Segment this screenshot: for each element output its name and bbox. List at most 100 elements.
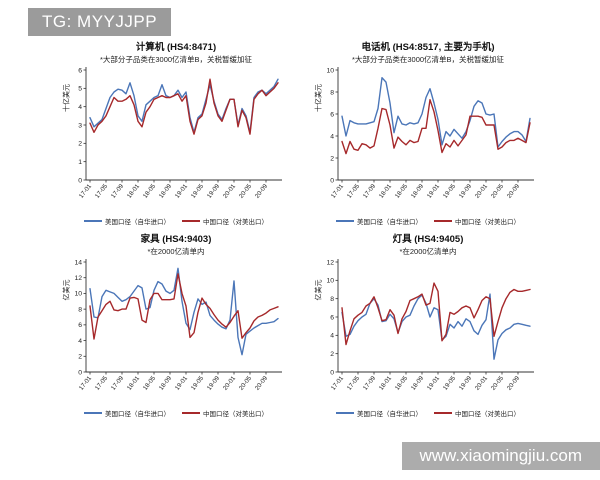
- x-tick-label: 18-05: [142, 374, 158, 391]
- y-tick-label: 14: [74, 259, 82, 266]
- chart-lamps: 灯具 (HS4:9405) *在2000亿清单内 亿美元 0 2 4 6 8 10 12 17-…: [308, 234, 548, 418]
- series-line-us: [341, 76, 531, 148]
- x-tick-label: 18-01: [378, 374, 394, 391]
- chart-canvas: 十亿美元 0 2 4 6 8 10 17-01 17-05 17-09 18-01 18-05 18-0…: [314, 67, 534, 200]
- legend-item-cn: 中国口径（对美出口）: [182, 408, 268, 418]
- us-line-swatch: [84, 220, 102, 222]
- charts-grid: 计算机 (HS4:8471) *大部分子品类在3000亿清单B，关税暂缓加征 十…: [56, 42, 548, 418]
- x-tick-label: 20-09: [506, 182, 522, 199]
- y-tick-label: 10: [326, 67, 334, 74]
- legend-label-cn: 中国口径（对美出口）: [203, 411, 268, 418]
- y-tick-label: 2: [330, 155, 334, 162]
- x-tick-label: 19-01: [426, 182, 442, 199]
- x-tick-label: 20-01: [222, 182, 238, 199]
- x-tick-label: 18-09: [158, 182, 174, 199]
- cn-line-swatch: [182, 412, 200, 414]
- chart-title: 电话机 (HS4:8517, 主要为手机): [361, 42, 495, 53]
- y-tick-label: 8: [330, 296, 334, 303]
- x-tick-label: 19-09: [206, 182, 222, 199]
- x-tick-label: 17-01: [330, 182, 346, 199]
- series-line-us: [89, 78, 279, 134]
- chart-title: 家具 (HS4:9403): [140, 234, 212, 245]
- legend-label-cn: 中国口径（对美出口）: [455, 219, 520, 226]
- x-tick-label: 18-09: [410, 182, 426, 199]
- legend-label-us: 美国口径（自华进口）: [105, 411, 170, 418]
- y-axis-label: 十亿美元: [62, 84, 71, 112]
- y-tick-label: 10: [326, 278, 334, 285]
- tg-watermark-banner: TG: MYYJJPP: [28, 8, 172, 36]
- x-tick-label: 18-01: [126, 182, 142, 199]
- legend-item-cn: 中国口径（对美出口）: [434, 216, 520, 226]
- y-tick-label: 2: [78, 141, 82, 148]
- y-tick-label: 8: [78, 306, 82, 313]
- x-tick-label: 20-09: [254, 374, 270, 391]
- series-line-cn: [341, 99, 531, 155]
- series-line-cn: [341, 282, 531, 346]
- y-tick-label: 4: [330, 133, 334, 140]
- chart-computers: 计算机 (HS4:8471) *大部分子品类在3000亿清单B，关税暂缓加征 十…: [56, 42, 296, 226]
- y-tick-label: 2: [78, 354, 82, 361]
- x-tick-label: 19-01: [174, 182, 190, 199]
- x-tick-label: 19-09: [458, 374, 474, 391]
- y-tick-label: 2: [330, 351, 334, 358]
- legend-label-us: 美国口径（自华进口）: [105, 219, 170, 226]
- chart-canvas: 亿美元 0 2 4 6 8 10 12 17-01 17-05 17-09 18-01 18-05 18-…: [314, 259, 534, 392]
- x-tick-label: 19-09: [458, 182, 474, 199]
- chart-phones: 电话机 (HS4:8517, 主要为手机) *大部分子品类在3000亿清单B，关…: [308, 42, 548, 226]
- chart-subtitle: *在2000亿清单内: [147, 247, 205, 256]
- chart-furniture: 家具 (HS4:9403) *在2000亿清单内 亿美元 0 2 4 6 8 10 12 14 1…: [56, 234, 296, 418]
- y-tick-label: 0: [330, 369, 334, 376]
- x-tick-label: 20-05: [238, 182, 254, 199]
- x-tick-label: 18-09: [158, 374, 174, 391]
- y-axis-label: 亿美元: [62, 280, 71, 301]
- x-tick-label: 19-01: [426, 374, 442, 391]
- x-tick-label: 18-05: [394, 182, 410, 199]
- y-tick-label: 10: [74, 291, 82, 298]
- x-tick-label: 18-05: [142, 182, 158, 199]
- x-tick-label: 17-05: [94, 182, 110, 199]
- y-tick-label: 12: [326, 259, 334, 266]
- x-tick-label: 20-05: [238, 374, 254, 391]
- y-tick-label: 1: [78, 159, 82, 166]
- us-line-swatch: [84, 412, 102, 414]
- y-tick-label: 0: [78, 369, 82, 376]
- y-axis-label: 十亿美元: [314, 84, 323, 112]
- y-tick-label: 6: [78, 322, 82, 329]
- y-tick-label: 5: [78, 86, 82, 93]
- chart-legend: 美国口径（自华进口） 中国口径（对美出口）: [308, 216, 548, 226]
- x-tick-label: 19-05: [190, 182, 206, 199]
- us-line-swatch: [336, 412, 354, 414]
- chart-subtitle: *在2000亿清单内: [399, 247, 457, 256]
- chart-title: 灯具 (HS4:9405): [392, 234, 464, 245]
- chart-legend: 美国口径（自华进口） 中国口径（对美出口）: [56, 408, 296, 418]
- us-line-swatch: [336, 220, 354, 222]
- y-tick-label: 6: [78, 67, 82, 74]
- x-tick-label: 20-01: [222, 374, 238, 391]
- legend-item-cn: 中国口径（对美出口）: [182, 216, 268, 226]
- x-tick-label: 19-09: [206, 374, 222, 391]
- x-tick-label: 19-05: [190, 374, 206, 391]
- series-line-us: [341, 293, 531, 360]
- x-tick-label: 20-01: [474, 182, 490, 199]
- x-tick-label: 17-01: [78, 182, 94, 199]
- site-watermark-banner: www.xiaomingjiu.com: [401, 442, 600, 470]
- x-tick-label: 18-01: [126, 374, 142, 391]
- legend-label-cn: 中国口径（对美出口）: [455, 411, 520, 418]
- y-tick-label: 4: [78, 104, 82, 111]
- series-line-cn: [89, 273, 279, 340]
- x-tick-label: 17-05: [94, 374, 110, 391]
- x-tick-label: 17-01: [330, 374, 346, 391]
- y-tick-label: 8: [330, 89, 334, 96]
- x-tick-label: 19-05: [442, 374, 458, 391]
- legend-label-us: 美国口径（自华进口）: [357, 219, 422, 226]
- series-line-cn: [89, 78, 279, 135]
- legend-label-us: 美国口径（自华进口）: [357, 411, 422, 418]
- series-line-us: [89, 267, 279, 356]
- x-tick-label: 17-09: [362, 182, 378, 199]
- x-tick-label: 18-09: [410, 374, 426, 391]
- legend-label-cn: 中国口径（对美出口）: [203, 219, 268, 226]
- x-tick-label: 19-01: [174, 374, 190, 391]
- y-tick-label: 6: [330, 314, 334, 321]
- cn-line-swatch: [182, 220, 200, 222]
